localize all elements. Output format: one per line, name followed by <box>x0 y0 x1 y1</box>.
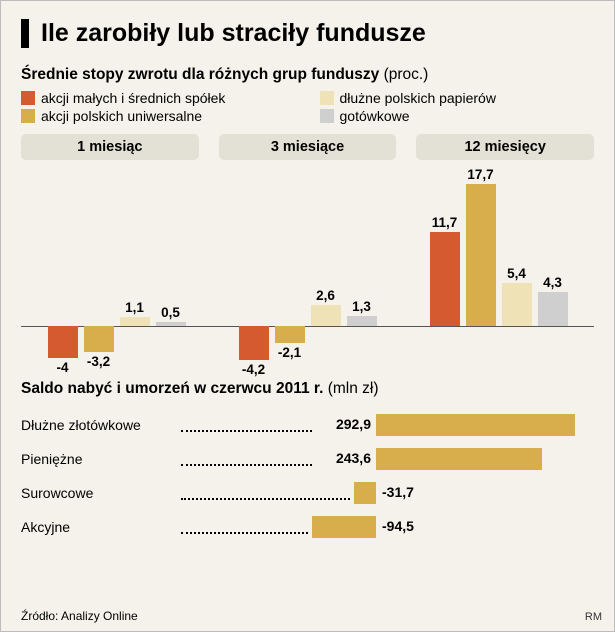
bar-value-label: -3,2 <box>74 354 124 369</box>
legend-item: akcji małych i średnich spółek <box>21 90 296 106</box>
title-block: Ile zarobiły lub straciły fundusze <box>21 19 594 48</box>
period-tabs: 1 miesiąc 3 miesiące 12 miesięcy <box>21 134 594 160</box>
bar <box>275 326 305 343</box>
bar-group: 11,717,75,44,3 <box>403 166 594 366</box>
balance-bar <box>354 482 376 504</box>
bar-wrap: 4,3 <box>538 166 568 366</box>
leader-dots <box>181 464 312 466</box>
bar-wrap: -4 <box>48 166 78 366</box>
leader-dots <box>181 532 308 534</box>
bar <box>538 292 568 326</box>
balance-chart: Dłużne złotówkowe292,9Pieniężne243,6Suro… <box>21 408 594 544</box>
bar-group: -4,2-2,12,61,3 <box>212 166 403 366</box>
balance-value-label: -94,5 <box>382 518 414 534</box>
balance-value-label: -31,7 <box>382 484 414 500</box>
legend-label: gotówkowe <box>340 108 410 124</box>
leader-dots <box>181 430 312 432</box>
bar-wrap: -3,2 <box>84 166 114 366</box>
bar-value-label: -4,2 <box>229 362 279 377</box>
legend-item: dłużne polskich papierów <box>320 90 595 106</box>
balance-bar-area <box>21 510 594 544</box>
balance-subtitle-text: Saldo nabyć i umorzeń w czerwcu 2011 r. <box>21 380 323 397</box>
legend-item: akcji polskich uniwersalne <box>21 108 296 124</box>
bar-value-label: -2,1 <box>265 345 315 360</box>
legend-swatch <box>320 91 334 105</box>
balance-value-label: 292,9 <box>316 416 371 432</box>
balance-row: Pieniężne243,6 <box>21 442 594 476</box>
bar <box>156 322 186 326</box>
returns-chart: -4-3,21,10,5-4,2-2,12,61,311,717,75,44,3 <box>21 166 594 366</box>
balance-bar <box>376 414 575 436</box>
bar-group: -4-3,21,10,5 <box>21 166 212 366</box>
legend: akcji małych i średnich spółek dłużne pol… <box>21 90 594 124</box>
returns-subtitle-text: Średnie stopy zwrotu dla różnych grup fu… <box>21 66 379 83</box>
legend-label: dłużne polskich papierów <box>340 90 496 106</box>
bar-wrap: -4,2 <box>239 166 269 366</box>
bar-wrap: 0,5 <box>156 166 186 366</box>
returns-unit: (proc.) <box>384 66 429 83</box>
balance-bar-area <box>21 476 594 510</box>
bar <box>347 316 377 326</box>
balance-unit: (mln zł) <box>328 380 379 397</box>
period-tab: 3 miesiące <box>219 134 397 160</box>
bar-value-label: 0,5 <box>146 305 196 320</box>
balance-row: Surowcowe-31,7 <box>21 476 594 510</box>
infographic-frame: Ile zarobiły lub straciły fundusze Średn… <box>0 0 615 632</box>
bar-wrap: 11,7 <box>430 166 460 366</box>
period-tab: 1 miesiąc <box>21 134 199 160</box>
source-text: Źródło: Analizy Online <box>21 609 138 623</box>
bar-wrap: -2,1 <box>275 166 305 366</box>
balance-bar <box>312 516 376 538</box>
leader-dots <box>181 498 350 500</box>
bar-wrap: 2,6 <box>311 166 341 366</box>
balance-bar-area <box>21 442 594 476</box>
returns-subtitle: Średnie stopy zwrotu dla różnych grup fu… <box>21 66 594 84</box>
legend-label: akcji małych i średnich spółek <box>41 90 225 106</box>
legend-item: gotówkowe <box>320 108 595 124</box>
period-tab: 12 miesięcy <box>416 134 594 160</box>
bar-value-label: 17,7 <box>456 167 506 182</box>
bar-wrap: 1,1 <box>120 166 150 366</box>
balance-bar-area <box>21 408 594 442</box>
bar <box>466 184 496 326</box>
legend-swatch <box>320 109 334 123</box>
legend-swatch <box>21 109 35 123</box>
legend-label: akcji polskich uniwersalne <box>41 108 202 124</box>
author-signature: RM <box>585 611 602 623</box>
balance-bar <box>376 448 542 470</box>
balance-subtitle: Saldo nabyć i umorzeń w czerwcu 2011 r. … <box>21 380 594 398</box>
bar-value-label: 11,7 <box>420 215 470 230</box>
bar-wrap: 5,4 <box>502 166 532 366</box>
legend-swatch <box>21 91 35 105</box>
bar-wrap: 1,3 <box>347 166 377 366</box>
bar-value-label: 1,3 <box>337 299 387 314</box>
bar-value-label: 4,3 <box>528 275 578 290</box>
bar <box>84 326 114 352</box>
balance-row: Dłużne złotówkowe292,9 <box>21 408 594 442</box>
balance-value-label: 243,6 <box>316 450 371 466</box>
bar <box>430 232 460 326</box>
bar-groups: -4-3,21,10,5-4,2-2,12,61,311,717,75,44,3 <box>21 166 594 366</box>
balance-row: Akcyjne-94,5 <box>21 510 594 544</box>
main-title: Ile zarobiły lub straciły fundusze <box>41 19 594 48</box>
